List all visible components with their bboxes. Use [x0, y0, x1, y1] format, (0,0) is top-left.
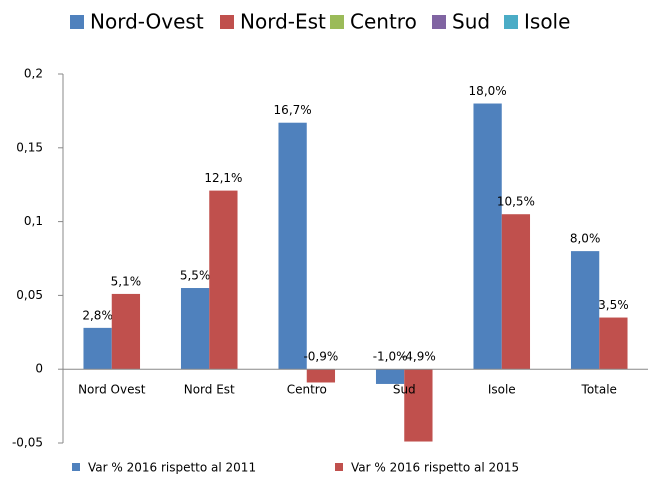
value-label: -0,9% [303, 350, 338, 364]
legend-swatch [72, 463, 80, 471]
x-tick-label: Isole [488, 383, 516, 397]
y-tick-label: -0,05 [12, 436, 43, 450]
bar [278, 122, 307, 370]
y-tick-label: 0,1 [24, 214, 43, 228]
legend-label: Isole [524, 10, 570, 34]
value-label: 2,8% [82, 308, 113, 322]
y-tick-label: 0,2 [24, 67, 43, 81]
legend-label: Nord-Est [240, 10, 326, 34]
value-label: 8,0% [570, 232, 601, 246]
bar [306, 369, 336, 383]
legend-label: Nord-Ovest [90, 10, 204, 34]
x-tick-label: Centro [287, 383, 327, 397]
legend-swatch [330, 15, 344, 29]
x-tick-label: Sud [393, 383, 416, 397]
legend-swatch [504, 15, 518, 29]
value-label: 5,1% [111, 274, 142, 288]
legend-swatch [432, 15, 446, 29]
value-label: -1,0% [373, 350, 408, 364]
bar [599, 317, 628, 370]
bar [375, 369, 405, 384]
value-label: 5,5% [180, 269, 211, 283]
bar [404, 369, 433, 442]
bar [83, 327, 112, 370]
legend-swatch [220, 15, 234, 29]
legend-label: Centro [350, 10, 417, 34]
legend-label: Var % 2016 rispetto al 2011 [88, 461, 256, 475]
legend-swatch [335, 463, 343, 471]
value-label: 10,5% [497, 195, 535, 209]
value-label: -4,9% [401, 350, 436, 364]
bar [501, 214, 531, 370]
y-tick-label: 0,05 [16, 288, 43, 302]
bar [570, 251, 600, 370]
legend-label: Sud [452, 10, 490, 34]
value-label: 16,7% [274, 103, 312, 117]
value-label: 12,1% [204, 171, 242, 185]
y-tick-label: 0,15 [16, 140, 43, 154]
y-tick-label: 0 [35, 362, 43, 376]
bar [111, 293, 141, 370]
value-label: 3,5% [598, 298, 629, 312]
legend-swatch [70, 15, 84, 29]
bar [209, 190, 238, 370]
legend-label: Var % 2016 rispetto al 2015 [351, 461, 519, 475]
x-tick-label: Nord Est [184, 383, 235, 397]
x-tick-label: Nord Ovest [78, 383, 146, 397]
bar [180, 288, 210, 370]
x-tick-label: Totale [581, 383, 617, 397]
value-label: 18,0% [469, 84, 507, 98]
bar [473, 103, 502, 370]
